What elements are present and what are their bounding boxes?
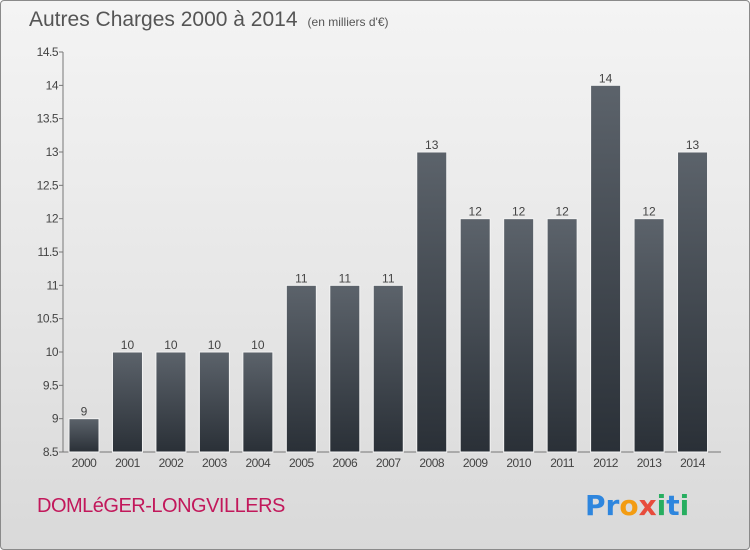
chart-data-labels: 9 2000 10 2001 10 2002 10 2003 10 2004 11 2005 11 200…	[72, 71, 707, 470]
chart-title: Autres Charges 2000 à 2014	[29, 8, 298, 31]
bar-2006	[329, 284, 361, 453]
logo-letter: r	[605, 489, 620, 522]
bar-2013	[633, 218, 665, 453]
x-tick-label-2008: 2008	[419, 456, 445, 470]
commune-name: DOMLéGER-LONGVILLERS	[37, 495, 285, 517]
bar-2005	[285, 284, 317, 453]
x-tick-label-2004: 2004	[246, 456, 272, 470]
logo-letter: i	[679, 489, 690, 522]
chart-title-block: Autres Charges 2000 à 2014 (en milliers d…	[29, 8, 389, 32]
y-tick-label: 13.5	[37, 112, 59, 126]
logo-letter: o	[619, 489, 639, 522]
x-tick-label-2014: 2014	[680, 456, 706, 470]
x-tick-label-2006: 2006	[332, 456, 358, 470]
data-label-2008: 13	[425, 138, 439, 152]
y-tick-label: 14	[46, 78, 59, 92]
y-tick-label: 9.5	[43, 378, 59, 392]
x-tick-label-2012: 2012	[593, 456, 619, 470]
bar-2001	[111, 351, 143, 453]
y-tick-label: 10	[46, 345, 59, 359]
x-tick-label-2013: 2013	[637, 456, 663, 470]
x-tick-label-2002: 2002	[159, 456, 185, 470]
proxiti-logo: Proxiti	[585, 489, 689, 522]
data-label-2003: 10	[208, 338, 222, 352]
data-label-2004: 10	[251, 338, 265, 352]
y-tick-label: 12.5	[37, 178, 59, 192]
y-tick-label: 12	[46, 212, 59, 226]
x-tick-label-2000: 2000	[72, 456, 98, 470]
data-label-2014: 13	[686, 138, 700, 152]
x-tick-label-2010: 2010	[506, 456, 532, 470]
data-label-2007: 11	[382, 271, 395, 285]
x-tick-label-2003: 2003	[202, 456, 228, 470]
bar-2014	[677, 151, 709, 453]
bar-2011	[546, 218, 578, 453]
x-tick-label-2011: 2011	[550, 456, 575, 470]
y-tick-label: 14.5	[37, 45, 59, 59]
bar-2009	[459, 218, 491, 453]
bar-2012	[590, 84, 622, 453]
data-label-2006: 11	[339, 271, 352, 285]
y-tick-label: 8.5	[43, 445, 59, 459]
data-label-2009: 12	[469, 205, 483, 219]
data-label-2012: 14	[599, 71, 613, 85]
x-tick-label-2009: 2009	[463, 456, 489, 470]
y-tick-label: 13	[46, 145, 59, 159]
logo-letter: x	[638, 489, 657, 522]
data-label-2000: 9	[81, 405, 88, 419]
bar-2000	[68, 418, 100, 453]
chart-bars	[68, 84, 709, 453]
logo-letter: t	[666, 489, 680, 522]
bar-2008	[416, 151, 448, 453]
data-label-2001: 10	[121, 338, 135, 352]
bar-2003	[198, 351, 230, 453]
data-label-2010: 12	[512, 205, 526, 219]
logo-letter: i	[656, 489, 667, 522]
y-tick-label: 11	[47, 278, 59, 292]
bar-2007	[372, 284, 404, 453]
data-label-2005: 11	[295, 271, 308, 285]
data-label-2002: 10	[164, 338, 178, 352]
y-tick-label: 11.5	[38, 245, 59, 259]
x-tick-label-2001: 2001	[115, 456, 141, 470]
bar-2004	[242, 351, 274, 453]
data-label-2013: 12	[642, 205, 656, 219]
y-tick-label: 9	[52, 412, 59, 426]
chart-title-unit: (en milliers d'€)	[307, 15, 389, 29]
logo-letter: P	[585, 489, 606, 522]
x-tick-label-2005: 2005	[289, 456, 315, 470]
x-tick-label-2007: 2007	[376, 456, 402, 470]
bar-2010	[503, 218, 535, 453]
y-tick-label: 10.5	[37, 312, 59, 326]
data-label-2011: 12	[555, 205, 569, 219]
bar-2002	[155, 351, 187, 453]
